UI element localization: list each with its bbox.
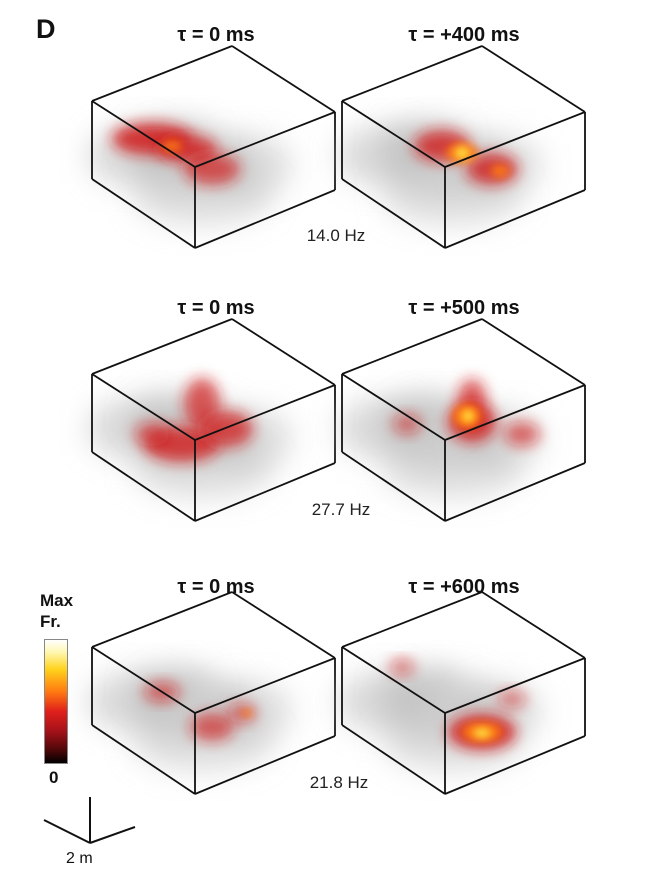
box-edge (341, 45, 483, 102)
heat-blob (393, 414, 421, 434)
box-edge (444, 111, 586, 168)
grey-cloud (337, 665, 542, 772)
box-edge (194, 189, 336, 249)
box-edge (194, 735, 336, 795)
box-wireframe (91, 318, 336, 522)
heat-region (393, 379, 540, 446)
cloud-blob (132, 712, 272, 772)
row1-left-title: τ = 0 ms (177, 24, 255, 46)
heat-blob (242, 709, 252, 717)
row2-right-title: τ = +500 ms (408, 297, 520, 319)
panel-letter: D (36, 14, 56, 44)
cloud-blob (382, 439, 522, 499)
box-edge (481, 318, 586, 386)
grey-cloud (337, 392, 542, 499)
box-edge (91, 646, 196, 714)
box-edge (444, 462, 586, 522)
box-edge (341, 724, 446, 795)
heat-blob (473, 728, 491, 738)
row3-left-title: τ = 0 ms (177, 576, 255, 598)
box-edge (91, 724, 196, 795)
row1-right-title: τ = +400 ms (408, 24, 520, 46)
box-edge (194, 384, 336, 441)
box-edge (91, 373, 196, 441)
heat-blob (498, 690, 526, 708)
box-edge (194, 111, 336, 168)
box-edge (481, 591, 586, 659)
row2-frequency: 27.7 Hz (311, 500, 371, 519)
cloud-blob (382, 665, 462, 709)
box-edge (444, 384, 586, 441)
box-edge (341, 318, 483, 375)
scale-bar-axes (43, 797, 136, 844)
heat-blob (190, 713, 234, 741)
heat-blob (504, 422, 540, 446)
box-edge (481, 45, 586, 113)
box-edge (91, 45, 233, 102)
box-wireframe (341, 318, 586, 522)
colorbar-gradient (44, 639, 68, 764)
box-wireframe (91, 591, 336, 795)
heat-region (134, 378, 253, 462)
box-edge (91, 591, 233, 648)
heat-region (414, 130, 518, 185)
box-edge (194, 657, 336, 714)
box-wireframe (341, 591, 586, 795)
volume-box-r2-left (87, 318, 336, 522)
row1-frequency: 14.0 Hz (306, 226, 366, 245)
box-edge (231, 318, 336, 386)
heat-blob (455, 147, 469, 159)
heat-blob (462, 410, 474, 422)
volume-box-r2-right (337, 318, 586, 522)
box-edge (341, 100, 446, 168)
volume-box-r3-right (337, 591, 586, 795)
box-edge (194, 462, 336, 522)
box-edge (341, 646, 446, 714)
box-edge (444, 657, 586, 714)
heat-blob (201, 411, 253, 447)
box-edge (91, 100, 196, 168)
heat-region (390, 659, 526, 750)
grey-cloud (87, 665, 292, 772)
box-edge (341, 373, 446, 441)
box-wireframe (341, 45, 586, 249)
colorbar-max-label-line2: Fr. (40, 612, 61, 631)
colorbar-min-label: 0 (49, 768, 59, 787)
scale-bar-label: 2 m (66, 850, 93, 867)
cloud-blob (132, 166, 272, 226)
row3-frequency: 21.8 Hz (309, 773, 369, 792)
box-edge (341, 451, 446, 522)
box-wireframe (91, 45, 336, 249)
box-edge (341, 591, 483, 648)
box-edge (341, 178, 446, 249)
volume-box-r3-left (87, 591, 336, 795)
box-edge (444, 735, 586, 795)
box-edge (91, 451, 196, 522)
row3-right-title: τ = +600 ms (408, 576, 520, 598)
colorbar-max-label-line1: Max (40, 591, 74, 610)
heat-blob (134, 422, 170, 446)
volume-box-r1-left (87, 45, 336, 249)
box-edge (231, 591, 336, 659)
volume-box-r1-right (337, 45, 586, 249)
box-edge (91, 178, 196, 249)
heat-blob (390, 659, 414, 675)
box-edge (231, 45, 336, 113)
row2-left-title: τ = 0 ms (177, 297, 255, 319)
box-edge (91, 318, 233, 375)
heat-blob (184, 153, 240, 185)
heat-blob (491, 165, 509, 177)
heat-blob (162, 140, 182, 152)
box-edge (444, 189, 586, 249)
